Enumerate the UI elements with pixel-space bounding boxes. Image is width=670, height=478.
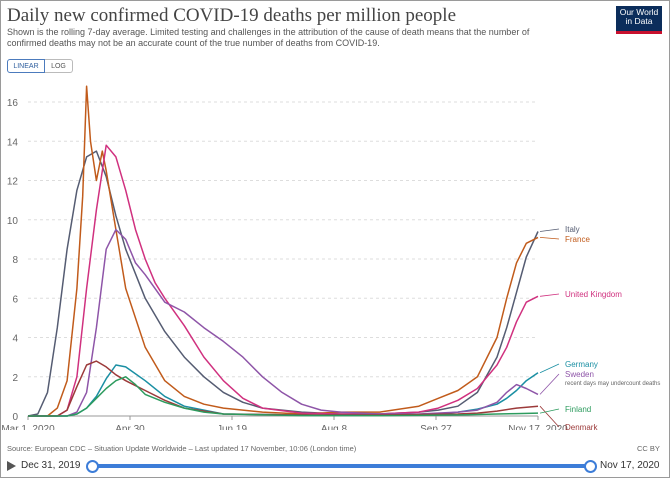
logo-line-2: in Data [625, 16, 653, 26]
y-tick-label: 0 [12, 412, 18, 423]
series-label-united-kingdom: United Kingdom [565, 290, 622, 299]
y-tick-label: 12 [7, 177, 19, 188]
legend-leader-line [539, 228, 560, 232]
series-line-germany [28, 364, 539, 417]
legend-leader-line [539, 408, 560, 414]
x-tick-label: Aug 8 [321, 424, 348, 430]
y-tick-label: 6 [12, 294, 18, 305]
y-tick-label: 14 [7, 137, 19, 148]
line-chart: 0 2 4 6 8 10 12 14 16 Mar 1, 2020 Apr 30 Jun 19 Aug … [1, 85, 660, 430]
timeline-start-date: Dec 31, 2019 [21, 460, 81, 471]
timeline-selected-range [94, 464, 588, 468]
series-label-italy: Italy [565, 225, 580, 234]
x-tick-label: Sep 27 [420, 424, 452, 430]
y-tick-label: 16 [7, 98, 19, 109]
linear-scale-button[interactable]: LINEAR [7, 59, 45, 73]
series-label-france: France [565, 235, 590, 244]
license-label[interactable]: CC BY [637, 444, 660, 453]
source-note[interactable]: Source: European CDC – Situation Update … [7, 444, 357, 453]
x-tick-label: Nov 17, 2020 [508, 424, 568, 430]
x-tick-label: Jun 19 [217, 424, 247, 430]
timeline-control: Dec 31, 2019 Nov 17, 2020 [0, 457, 670, 477]
series-line-denmark [28, 360, 539, 417]
legend-leader-line [539, 237, 560, 240]
series-label-finland: Finland [565, 405, 591, 414]
legend-leader-line [539, 293, 560, 297]
series-line-italy [27, 150, 539, 417]
series-label-sweden: Sweden [565, 370, 594, 379]
chart-title: Daily new confirmed COVID-19 deaths per … [7, 5, 457, 26]
legend-leader-line [539, 405, 560, 428]
x-tick-label: Mar 1, 2020 [1, 424, 55, 430]
series-label-denmark: Denmark [565, 423, 598, 430]
series-label-germany: Germany [565, 360, 598, 369]
scale-toggle: LINEAR LOG [7, 59, 73, 73]
series-line-united-kingdom [28, 144, 539, 417]
series-line-france [28, 85, 539, 417]
log-scale-button[interactable]: LOG [45, 59, 73, 73]
owid-logo[interactable]: Our World in Data [616, 6, 662, 34]
undercount-note: recent days may undercount deaths [565, 381, 660, 387]
chart-subtitle: Shown is the rolling 7-day average. Limi… [7, 27, 530, 48]
series-line-sweden [28, 228, 539, 417]
timeline-end-date: Nov 17, 2020 [600, 460, 660, 471]
timeline-start-handle[interactable] [86, 460, 99, 473]
y-tick-label: 4 [12, 334, 18, 345]
logo-line-1: Our World [619, 7, 659, 17]
play-icon[interactable] [7, 461, 16, 471]
legend-leader-line [539, 363, 560, 374]
legend-leader-line [539, 373, 560, 395]
timeline-end-handle[interactable] [584, 460, 597, 473]
y-tick-label: 10 [7, 216, 19, 227]
x-tick-label: Apr 30 [115, 424, 145, 430]
series-line-finland [28, 376, 539, 417]
y-tick-label: 8 [12, 255, 18, 266]
y-tick-label: 2 [12, 373, 18, 384]
